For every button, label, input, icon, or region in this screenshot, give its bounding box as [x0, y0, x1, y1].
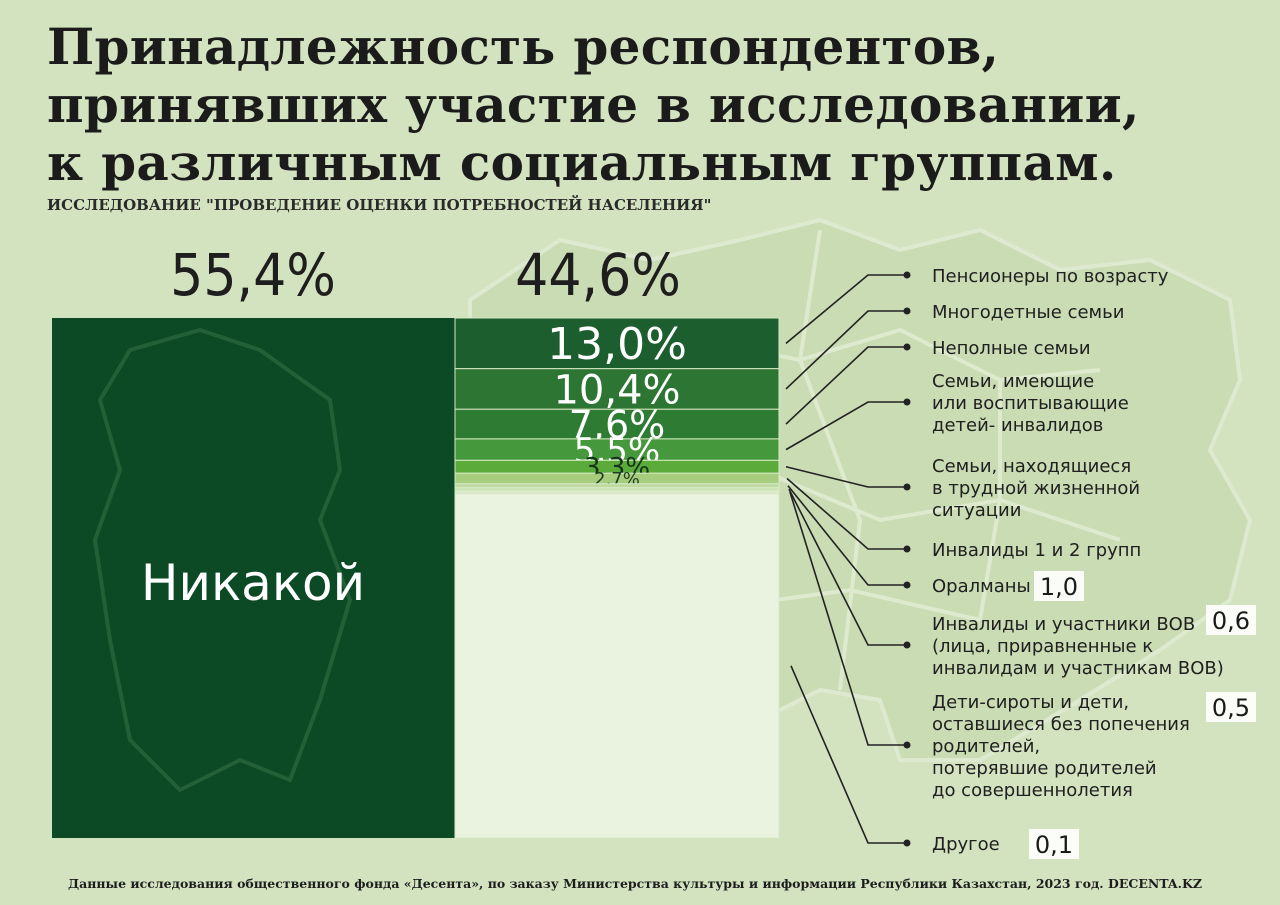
legend-label: Пенсионеры по возрасту — [932, 266, 1169, 287]
legend-value: 0,6 — [1212, 607, 1250, 635]
legend-leader-line — [785, 466, 907, 488]
legend-value-box — [1029, 829, 1079, 859]
legend-value: 0,1 — [1035, 831, 1073, 859]
legend-label: Оралманы — [932, 576, 1031, 597]
legend-dot — [903, 398, 911, 406]
legend-value-box — [1206, 605, 1256, 635]
legend-label: Другое — [932, 834, 1000, 855]
bar-value-label: 13,0% — [547, 319, 687, 370]
legend-dot — [903, 641, 911, 649]
legend-value-box — [1034, 571, 1084, 601]
legend-dot — [903, 271, 911, 279]
legend-value: 1,0 — [1040, 573, 1078, 601]
legend-value: 0,5 — [1212, 694, 1250, 722]
legend-dot — [903, 741, 911, 749]
none-group-label: Никакой — [141, 554, 365, 612]
legend-leader-line — [785, 401, 907, 451]
legend-label: Инвалиды 1 и 2 групп — [932, 540, 1141, 561]
legend-label: Дети-сироты и дети, оставшиеся без попече… — [932, 692, 1190, 801]
legend-label: Семьи, имеющие или воспитывающие детей- ин… — [932, 371, 1129, 436]
legend-leader-line — [789, 491, 907, 746]
legend-dot — [903, 483, 911, 491]
legend-leader-line — [790, 665, 907, 844]
none-group-bar — [52, 318, 455, 838]
bar-segment — [454, 317, 780, 370]
bar-segment — [454, 483, 780, 489]
legend-dot — [903, 307, 911, 315]
legend-value-box — [1206, 692, 1256, 722]
legend-leader-line — [787, 485, 907, 586]
right-percent-label: 44,6% — [515, 241, 681, 309]
legend-leader-line — [786, 477, 907, 550]
chart-subtitle: ИССЛЕДОВАНИЕ "ПРОВЕДЕНИЕ ОЦЕНКИ ПОТРЕБНО… — [47, 196, 712, 214]
source-footer: Данные исследования общественного фонда … — [68, 876, 1202, 891]
bar-value-label: 10,4% — [553, 367, 680, 413]
legend-label: Многодетные семьи — [932, 302, 1124, 323]
legend-label: Неполные семьи — [932, 338, 1091, 359]
bar-segment — [454, 408, 780, 440]
left-percent-label: 55,4% — [170, 241, 336, 309]
legend-leader-line — [785, 274, 907, 344]
legend-leader-line — [788, 488, 907, 646]
legend-label: Инвалиды и участники ВОВ (лица, приравнен… — [932, 614, 1224, 679]
bar-segment — [454, 493, 780, 839]
legend-leader-line — [785, 346, 907, 425]
bar-segment — [454, 368, 780, 410]
legend-dot — [903, 545, 911, 553]
none-block-map-outline — [92, 327, 353, 793]
legend-dot — [903, 581, 911, 589]
chart-title: Принадлежность респондентов, принявших у… — [47, 17, 1140, 192]
legend-dot — [903, 839, 911, 847]
legend-dot — [903, 343, 911, 351]
legend-label: Семьи, находящиеся в трудной жизненной сит… — [932, 456, 1140, 521]
legend-leader-line — [785, 310, 907, 390]
